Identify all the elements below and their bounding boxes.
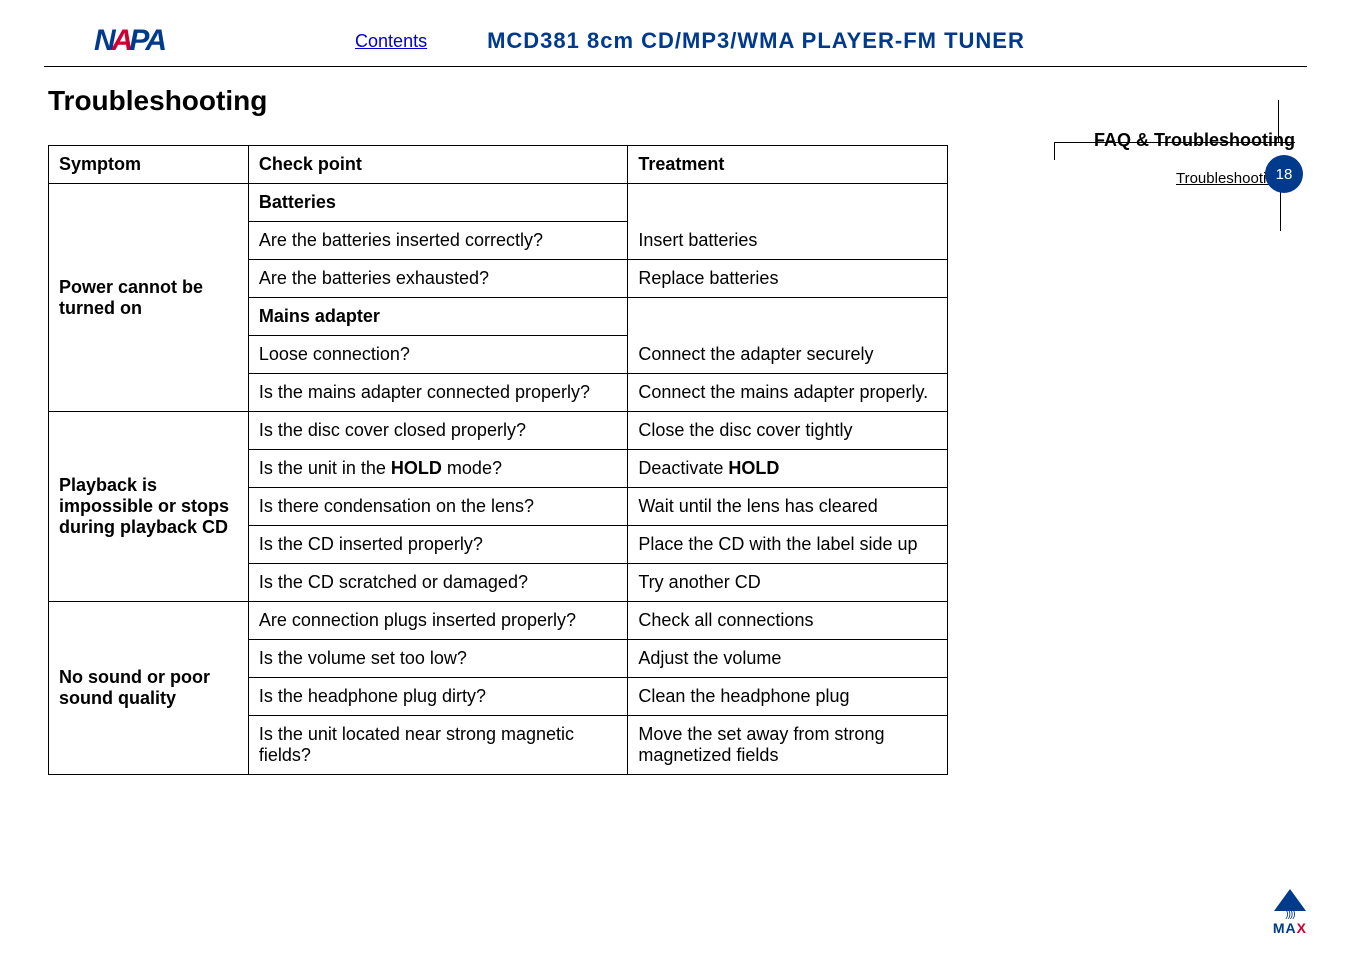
table-row: Playback is impossible or stops during p… xyxy=(49,412,948,450)
check-cell: Mains adapter xyxy=(248,298,628,336)
check-cell: Is the mains adapter connected properly? xyxy=(248,374,628,412)
treatment-cell: Insert batteries xyxy=(628,222,948,260)
check-cell: Is there condensation on the lens? xyxy=(248,488,628,526)
product-title: MCD381 8cm CD/MP3/WMA PLAYER-FM TUNER xyxy=(487,28,1025,54)
page-header: N A P A Contents MCD381 8cm CD/MP3/WMA P… xyxy=(44,0,1307,67)
max-footer-logo: )))) MAX xyxy=(1273,889,1307,936)
symptom-cell: No sound or poor sound quality xyxy=(49,602,249,775)
table-row: Power cannot be turned onBatteries xyxy=(49,184,948,222)
symptom-cell: Playback is impossible or stops during p… xyxy=(49,412,249,602)
check-cell: Are connection plugs inserted properly? xyxy=(248,602,628,640)
contents-link[interactable]: Contents xyxy=(355,31,427,52)
troubleshooting-table: Symptom Check point Treatment Power cann… xyxy=(48,145,948,775)
logo-letter-a2: A xyxy=(145,24,165,58)
check-cell: Is the unit located near strong magnetic… xyxy=(248,716,628,775)
faq-section-heading: FAQ & Troubleshooting xyxy=(1094,130,1295,151)
treatment-cell: Replace batteries xyxy=(628,260,948,298)
check-cell: Is the CD scratched or damaged? xyxy=(248,564,628,602)
treatment-cell: Adjust the volume xyxy=(628,640,948,678)
symptom-cell: Power cannot be turned on xyxy=(49,184,249,412)
treatment-cell: Deactivate HOLD xyxy=(628,450,948,488)
treatment-cell: Connect the adapter securely xyxy=(628,336,948,374)
table-row: No sound or poor sound qualityAre connec… xyxy=(49,602,948,640)
treatment-cell: Place the CD with the label side up xyxy=(628,526,948,564)
treatment-cell xyxy=(628,298,948,336)
page-title: Troubleshooting xyxy=(0,67,1351,117)
check-cell: Are the batteries inserted correctly? xyxy=(248,222,628,260)
check-cell: Loose connection? xyxy=(248,336,628,374)
check-cell: Is the headphone plug dirty? xyxy=(248,678,628,716)
check-cell: Is the disc cover closed properly? xyxy=(248,412,628,450)
check-cell: Batteries xyxy=(248,184,628,222)
treatment-cell: Close the disc cover tightly xyxy=(628,412,948,450)
napa-logo: N A P A xyxy=(94,24,165,58)
treatment-cell: Move the set away from strong magnetized… xyxy=(628,716,948,775)
treatment-cell: Wait until the lens has cleared xyxy=(628,488,948,526)
treatment-cell xyxy=(628,184,948,222)
check-cell: Are the batteries exhausted? xyxy=(248,260,628,298)
check-cell: Is the CD inserted properly? xyxy=(248,526,628,564)
treatment-cell: Clean the headphone plug xyxy=(628,678,948,716)
treatment-cell: Check all connections xyxy=(628,602,948,640)
col-treatment: Treatment xyxy=(628,146,948,184)
treatment-cell: Connect the mains adapter properly. xyxy=(628,374,948,412)
col-symptom: Symptom xyxy=(49,146,249,184)
check-cell: Is the volume set too low? xyxy=(248,640,628,678)
treatment-cell: Try another CD xyxy=(628,564,948,602)
col-check: Check point xyxy=(248,146,628,184)
table-header-row: Symptom Check point Treatment xyxy=(49,146,948,184)
triangle-icon xyxy=(1274,889,1306,911)
page-number-badge: 18 xyxy=(1265,155,1303,193)
max-text: MAX xyxy=(1273,920,1307,936)
check-cell: Is the unit in the HOLD mode? xyxy=(248,450,628,488)
